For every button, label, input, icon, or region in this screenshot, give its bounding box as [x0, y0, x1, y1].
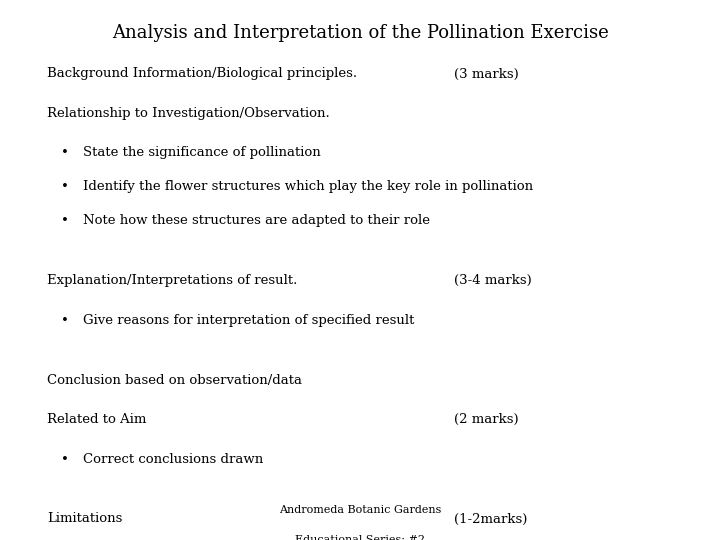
- Text: •: •: [61, 314, 69, 327]
- Text: Related to Aim: Related to Aim: [47, 413, 146, 426]
- Text: •: •: [61, 180, 69, 193]
- Text: Background Information/Biological principles.: Background Information/Biological princi…: [47, 68, 357, 80]
- Text: •: •: [61, 453, 69, 465]
- Text: Note how these structures are adapted to their role: Note how these structures are adapted to…: [83, 214, 430, 227]
- Text: (2 marks): (2 marks): [454, 413, 518, 426]
- Text: •: •: [61, 214, 69, 227]
- Text: Give reasons for interpretation of specified result: Give reasons for interpretation of speci…: [83, 314, 414, 327]
- Text: Correct conclusions drawn: Correct conclusions drawn: [83, 453, 263, 465]
- Text: Conclusion based on observation/data: Conclusion based on observation/data: [47, 374, 302, 387]
- Text: Relationship to Investigation/Observation.: Relationship to Investigation/Observatio…: [47, 107, 330, 120]
- Text: Educational Series: #2: Educational Series: #2: [295, 535, 425, 540]
- Text: Limitations: Limitations: [47, 512, 122, 525]
- Text: (3 marks): (3 marks): [454, 68, 518, 80]
- Text: (1-2marks): (1-2marks): [454, 512, 527, 525]
- Text: •: •: [61, 146, 69, 159]
- Text: Explanation/Interpretations of result.: Explanation/Interpretations of result.: [47, 274, 297, 287]
- Text: Identify the flower structures which play the key role in pollination: Identify the flower structures which pla…: [83, 180, 533, 193]
- Text: (3-4 marks): (3-4 marks): [454, 274, 531, 287]
- Text: Andromeda Botanic Gardens: Andromeda Botanic Gardens: [279, 505, 441, 515]
- Text: State the significance of pollination: State the significance of pollination: [83, 146, 320, 159]
- Text: Analysis and Interpretation of the Pollination Exercise: Analysis and Interpretation of the Polli…: [112, 24, 608, 42]
